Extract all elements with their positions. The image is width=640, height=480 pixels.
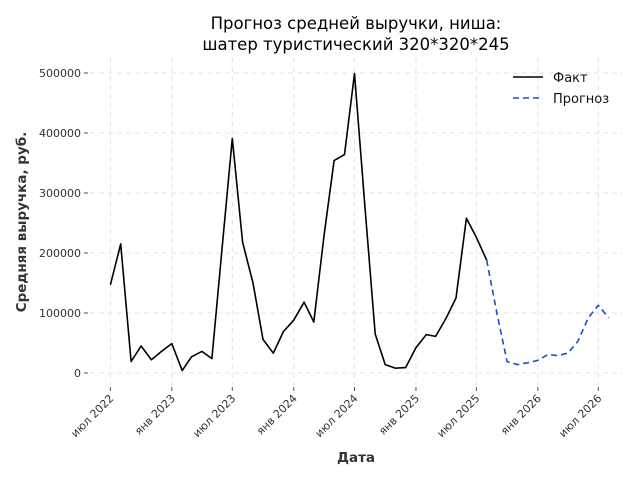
x-tick-label: июл 2022 bbox=[68, 392, 116, 440]
x-tick-label: июл 2025 bbox=[434, 392, 482, 440]
actual-series-line bbox=[109, 72, 488, 372]
y-tick-label: 100000 bbox=[39, 307, 81, 320]
chart-title-line1: Прогноз средней выручки, ниша: bbox=[211, 14, 502, 33]
x-tick-label: янв 2024 bbox=[254, 392, 300, 438]
y-tick-label: 0 bbox=[74, 367, 81, 380]
legend-label-forecast: Прогноз bbox=[553, 92, 609, 107]
x-tick-label: июл 2026 bbox=[556, 392, 604, 440]
x-tick-label: янв 2023 bbox=[132, 392, 178, 438]
y-tick-label: 400000 bbox=[39, 127, 81, 140]
series-lines bbox=[109, 72, 610, 372]
x-axis-ticks: июл 2022 янв 2023 июл 2023 янв 2024 июл 2024… bbox=[68, 387, 604, 440]
x-tick-label: июл 2024 bbox=[313, 392, 361, 440]
forecast-series-line bbox=[485, 260, 610, 366]
legend-label-fact: Факт bbox=[553, 71, 588, 86]
grid bbox=[90, 58, 622, 385]
x-tick-label: июл 2023 bbox=[190, 392, 238, 440]
y-axis-title: Средняя выручка, руб. bbox=[14, 132, 30, 313]
legend: Факт Прогноз bbox=[513, 71, 609, 107]
x-tick-label: янв 2025 bbox=[376, 392, 422, 438]
x-tick-label: янв 2026 bbox=[498, 392, 544, 438]
y-axis-ticks: 0 100000 200000 300000 400000 500000 bbox=[39, 67, 88, 380]
chart-title-line2: шатер туристический 320*320*245 bbox=[202, 35, 509, 54]
x-axis-title: Дата bbox=[337, 450, 375, 466]
y-tick-label: 200000 bbox=[39, 247, 81, 260]
y-tick-label: 300000 bbox=[39, 187, 81, 200]
y-tick-label: 500000 bbox=[39, 67, 81, 80]
